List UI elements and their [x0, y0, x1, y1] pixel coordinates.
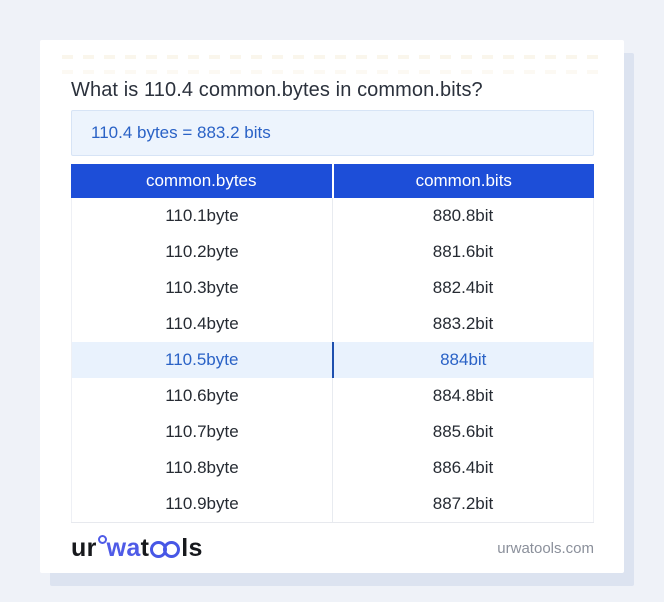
- cell-bytes[interactable]: 110.2byte: [165, 242, 239, 261]
- decorative-dashes: [62, 70, 602, 74]
- table-row[interactable]: 110.4byte 883.2bit: [72, 306, 593, 342]
- cell-bits[interactable]: 884.8bit: [332, 378, 593, 414]
- cell-bits[interactable]: 884bit: [331, 342, 594, 378]
- cell-bytes[interactable]: 110.8byte: [165, 458, 239, 477]
- header-cell-bits: common.bits: [331, 164, 595, 198]
- logo-degree-icon: [97, 534, 107, 544]
- card-footer: ur wa t ls urwatools.com: [71, 522, 594, 573]
- logo-text-ls: ls: [181, 533, 203, 562]
- conversion-result-text: 110.4 bytes = 883.2 bits: [91, 123, 271, 142]
- table-row[interactable]: 110.8byte 886.4bit: [72, 450, 593, 486]
- table-row[interactable]: 110.7byte 885.6bit: [72, 414, 593, 450]
- cell-bits[interactable]: 885.6bit: [332, 414, 593, 450]
- table-header: common.bytes common.bits: [71, 164, 594, 198]
- urwatools-logo[interactable]: ur wa t ls: [71, 533, 203, 562]
- cell-bits[interactable]: 886.4bit: [332, 450, 593, 486]
- table-row[interactable]: 110.1byte 880.8bit: [72, 198, 593, 234]
- site-url: urwatools.com: [497, 539, 594, 557]
- cell-bytes[interactable]: 110.7byte: [165, 422, 239, 441]
- cell-bits[interactable]: 881.6bit: [332, 234, 593, 270]
- cell-bits[interactable]: 880.8bit: [332, 198, 593, 234]
- decorative-dashes: [62, 55, 602, 59]
- cell-bytes[interactable]: 110.3byte: [165, 278, 239, 297]
- cell-bytes[interactable]: 110.5byte: [165, 350, 239, 369]
- cell-bytes[interactable]: 110.4byte: [165, 314, 239, 333]
- cell-bits[interactable]: 887.2bit: [332, 486, 593, 522]
- logo-text-wa: wa: [106, 533, 141, 562]
- table-row[interactable]: 110.3byte 882.4bit: [72, 270, 593, 306]
- conversion-result-box: 110.4 bytes = 883.2 bits: [71, 110, 594, 156]
- converter-card: What is 110.4 common.bytes in common.bit…: [40, 40, 624, 573]
- logo-oo-icon: [150, 540, 181, 558]
- cell-bits[interactable]: 883.2bit: [332, 306, 593, 342]
- cell-bytes[interactable]: 110.6byte: [165, 386, 239, 405]
- conversion-table: common.bytes common.bits 110.1byte 880.8…: [71, 164, 594, 522]
- logo-text-ur: ur: [71, 533, 97, 562]
- conversion-table-body: 110.1byte 880.8bit 110.2byte 881.6bit 11…: [71, 198, 594, 522]
- table-row[interactable]: 110.5byte 884bit: [72, 342, 593, 378]
- cell-bits[interactable]: 882.4bit: [332, 270, 593, 306]
- logo-text-t: t: [140, 533, 150, 562]
- header-cell-bytes: common.bytes: [145, 171, 257, 190]
- table-row[interactable]: 110.6byte 884.8bit: [72, 378, 593, 414]
- table-row[interactable]: 110.9byte 887.2bit: [72, 486, 593, 522]
- page-title: What is 110.4 common.bytes in common.bit…: [71, 79, 483, 101]
- cell-bytes[interactable]: 110.1byte: [165, 206, 239, 225]
- cell-bytes[interactable]: 110.9byte: [165, 494, 239, 513]
- table-row[interactable]: 110.2byte 881.6bit: [72, 234, 593, 270]
